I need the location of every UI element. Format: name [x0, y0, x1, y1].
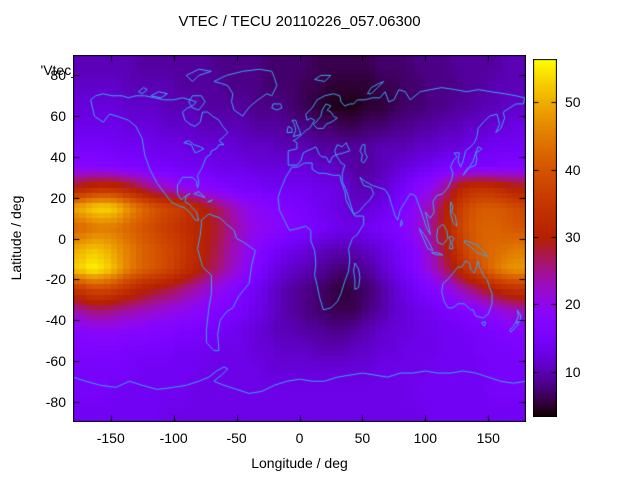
y-tick-label: -80 — [45, 393, 66, 410]
colorbar-tick-label: 10 — [565, 363, 581, 380]
x-tick-label: 100 — [413, 430, 438, 446]
y-tick-label: 0 — [58, 230, 66, 247]
y-tick-label: 80 — [50, 67, 66, 84]
tec-heatmap-canvas — [73, 55, 526, 422]
x-tick-label: 0 — [295, 430, 304, 446]
y-tick-label: 40 — [50, 148, 66, 165]
y-tick-label: -40 — [45, 312, 66, 329]
x-tick-label: 150 — [476, 430, 500, 446]
y-tick-label: -20 — [45, 271, 66, 288]
colorbar-tick-label: 40 — [565, 161, 581, 178]
plot-title: VTEC / TECU 20110226_057.06300 — [178, 13, 421, 30]
x-axis-label: Longitude / deg — [251, 455, 348, 471]
x-tick-label: -100 — [159, 430, 188, 446]
y-tick-label: 20 — [50, 189, 66, 206]
colorbar-tick-label: 30 — [565, 228, 581, 245]
colorbar-canvas — [533, 59, 557, 417]
x-tick-label: -150 — [96, 430, 125, 446]
overlay-key-label: 'Vtec_ — [40, 62, 79, 78]
x-tick-label: 50 — [354, 430, 371, 446]
y-tick-label: -60 — [45, 352, 66, 369]
y-tick-label: 60 — [50, 108, 66, 125]
colorbar-tick-label: 20 — [565, 296, 581, 313]
colorbar-tick-label: 50 — [565, 94, 581, 111]
x-tick-label: -50 — [226, 430, 247, 446]
